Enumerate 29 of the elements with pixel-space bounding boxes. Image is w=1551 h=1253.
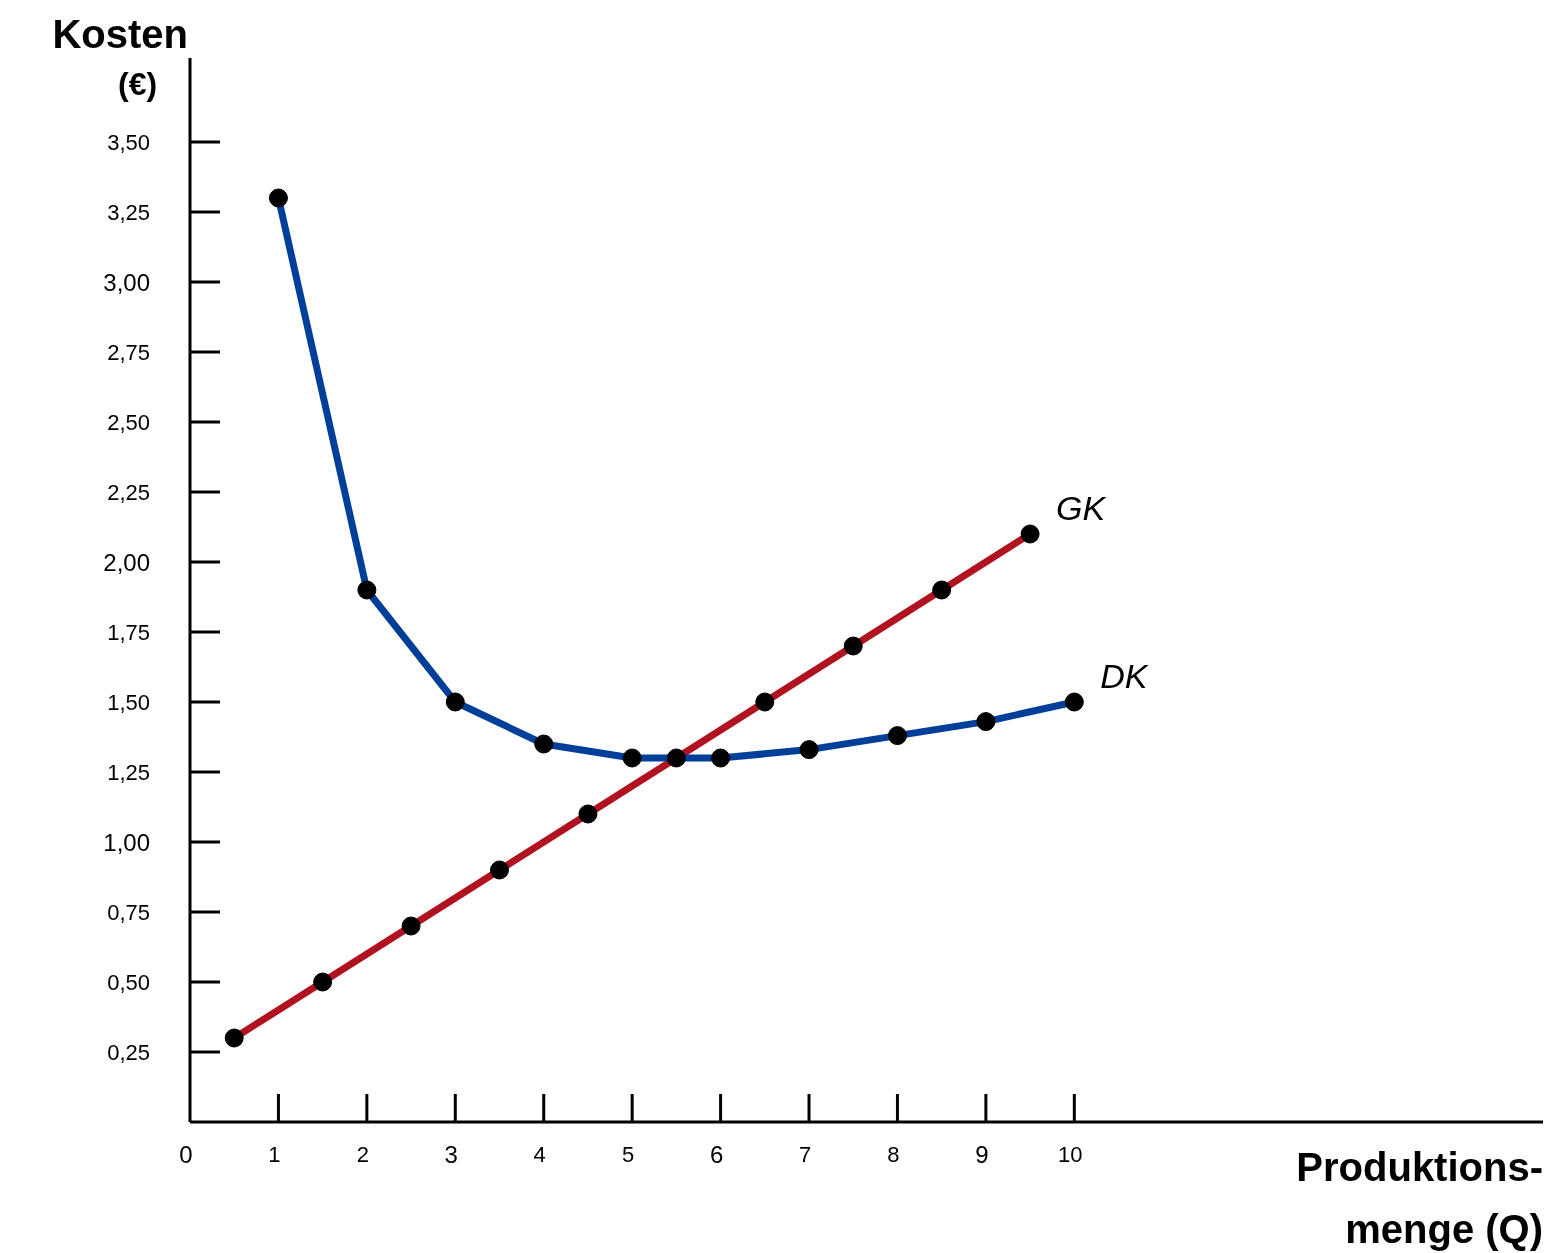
x-tick-label: 9	[975, 1140, 989, 1168]
y-tick-label: 1,50	[107, 689, 150, 715]
y-tick-label: 3,25	[107, 199, 150, 225]
y-axis-title: Kosten (€)	[52, 12, 188, 103]
x-tick-label: 0	[179, 1140, 193, 1168]
y-tick-label: 0,75	[107, 899, 150, 925]
y-tick-label: 3,00	[103, 268, 150, 296]
y-tick-label: 1,75	[107, 619, 150, 645]
y-tick-label: 2,75	[107, 339, 150, 365]
y-tick-label: 0,50	[107, 969, 150, 995]
x-tick-label: 4	[533, 1141, 546, 1167]
x-tick-label: 6	[709, 1140, 724, 1168]
y-tick-label: 1,00	[103, 828, 150, 856]
y-tick-label: 1,25	[107, 759, 150, 785]
y-tick-label: 2,00	[103, 548, 150, 576]
x-tick-label: 2	[356, 1141, 369, 1167]
x-axis-title: Produktions-menge (Q)	[1295, 1144, 1543, 1253]
y-tick-label: 0,25	[107, 1039, 150, 1065]
series-label: DK	[1100, 657, 1149, 695]
x-tick-label: 7	[798, 1141, 812, 1167]
y-tick-label: 3,50	[107, 129, 150, 155]
series-label: GK	[1056, 489, 1107, 527]
x-tick-label: 8	[887, 1141, 900, 1167]
x-tick-label: 10	[1058, 1141, 1083, 1167]
x-tick-label: 1	[268, 1141, 281, 1167]
x-tick-label: 5	[622, 1141, 635, 1167]
y-tick-label: 2,25	[107, 479, 150, 505]
x-tick-label: 3	[444, 1140, 458, 1168]
y-tick-label: 2,50	[107, 409, 150, 435]
